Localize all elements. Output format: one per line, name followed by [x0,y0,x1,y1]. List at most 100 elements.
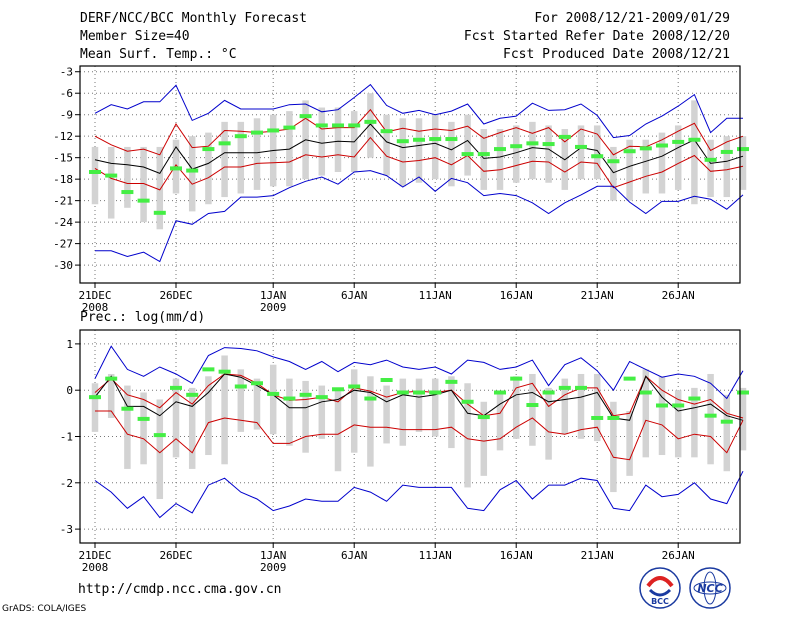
variable-label-precip: Prec.: log(mm/d) [80,310,206,325]
temp-member-dash [591,154,604,159]
prec-member-dash [477,415,490,420]
prec-member-dash [202,367,215,372]
prec-spread-box [334,387,342,472]
temp-member-dash [429,137,442,142]
prec-member-dash [510,376,523,381]
prec-spread-box [156,399,164,500]
temp-member-dash [137,198,150,203]
prec-member-dash [429,390,442,395]
prec-lower-line [95,410,744,461]
member-size: Member Size=40 [80,29,190,44]
prec-spread-box [480,401,488,476]
prec-spread-box [707,373,714,465]
prec-spread-box [723,394,731,472]
prec-member-dash [170,385,182,390]
prec-spread-box [188,387,196,469]
temp-spread-box [367,93,374,158]
prec-member-dash [639,390,652,395]
prec-spread-box [674,390,682,458]
prec-spread-box [691,387,698,458]
temp-member-dash [639,146,652,151]
temp-member-dash [672,139,685,144]
temp-member-dash [720,149,733,154]
prec-xtick-label: 26DEC [159,549,192,562]
prec-member-dash [591,415,604,420]
source-url[interactable]: http://cmdp.ncc.cma.gov.cn [78,582,282,597]
prec-spread-box [124,385,131,469]
temp-ytick-label: -30 [53,259,73,272]
grads-credit: GrADS: COLA/IGES [2,604,87,614]
prec-member-dash [186,392,199,397]
temp-spread-box [318,107,326,176]
temp-member-dash [380,129,393,134]
prec-ytick-label: -3 [60,523,73,536]
temp-xtick-label: 21JAN [581,289,614,302]
prec-member-dash [656,403,668,408]
temp-ytick-label: -27 [53,238,73,251]
temp-xtick-label: 1JAN [260,289,287,302]
temp-member-dash [186,168,199,173]
prec-ytick-label: -1 [60,431,73,444]
prec-spread-box [496,392,504,451]
temp-spread-box [610,146,617,201]
temp-member-dash [234,134,247,139]
temp-upper-line [94,108,744,156]
temp-spread-box [496,129,504,190]
prec-spread-box [237,369,245,432]
prec-spread-box [626,411,633,476]
prec-member-dash [688,396,701,401]
temp-member-dash [121,190,134,195]
prec-spread-box [642,369,650,458]
prec-spread-box [448,376,455,449]
temp-member-dash [267,128,280,133]
temp-member-dash [623,149,636,154]
temp-year-label: 2008 [82,301,109,314]
temp-member-dash [704,157,717,162]
temp-spread-box [512,125,520,183]
prec-spread-box [350,369,358,453]
temp-member-dash [656,143,668,148]
temp-member-dash [218,141,231,146]
prec-xtick-label: 6JAN [341,549,368,562]
temp-spread-box [156,146,164,230]
prec-spread-box [221,355,228,465]
prec-spread-box [318,385,326,439]
temp-member-dash [105,173,118,178]
prec-member-dash [283,396,296,401]
temp-ytick-label: -15 [53,152,73,165]
temp-ytick-label: -9 [60,109,73,122]
prec-ytick-label: -2 [60,477,73,490]
prec-member-dash [153,433,166,438]
forecast-period: For 2008/12/21-2009/01/29 [534,11,730,26]
temp-spread-box [221,121,228,198]
prec-min-line [94,470,744,519]
temp-member-dash [510,144,523,149]
prec-xtick-label: 21JAN [581,549,614,562]
temp-member-dash [332,123,344,128]
prec-spread-box [610,401,617,493]
prec-member-dash [720,419,733,424]
temp-ytick-label: -3 [60,66,73,79]
temp-member-dash [153,210,166,215]
prec-spread-box [512,376,520,439]
prec-xtick-label: 16JAN [500,549,533,562]
temp-spread-box [431,114,439,180]
temp-spread-box [399,118,407,187]
prec-member-dash [737,390,749,395]
temp-spread-box [739,136,747,190]
temp-spread-box [707,139,714,198]
temp-member-dash [558,134,571,139]
temp-spread-box [658,132,666,194]
prec-member-dash [137,416,150,421]
temp-spread-box [593,125,601,180]
prec-xtick-label: 11JAN [419,549,452,562]
prec-plot-frame [79,329,741,544]
prec-spread-box [561,378,569,435]
temp-member-dash [688,137,701,142]
prec-spread-box [367,376,374,467]
prec-year-label: 2009 [260,561,287,574]
prec-member-dash [558,385,571,390]
temp-member-dash [348,123,361,128]
prec-spread-box [107,373,115,418]
temp-spread-box [626,139,633,201]
